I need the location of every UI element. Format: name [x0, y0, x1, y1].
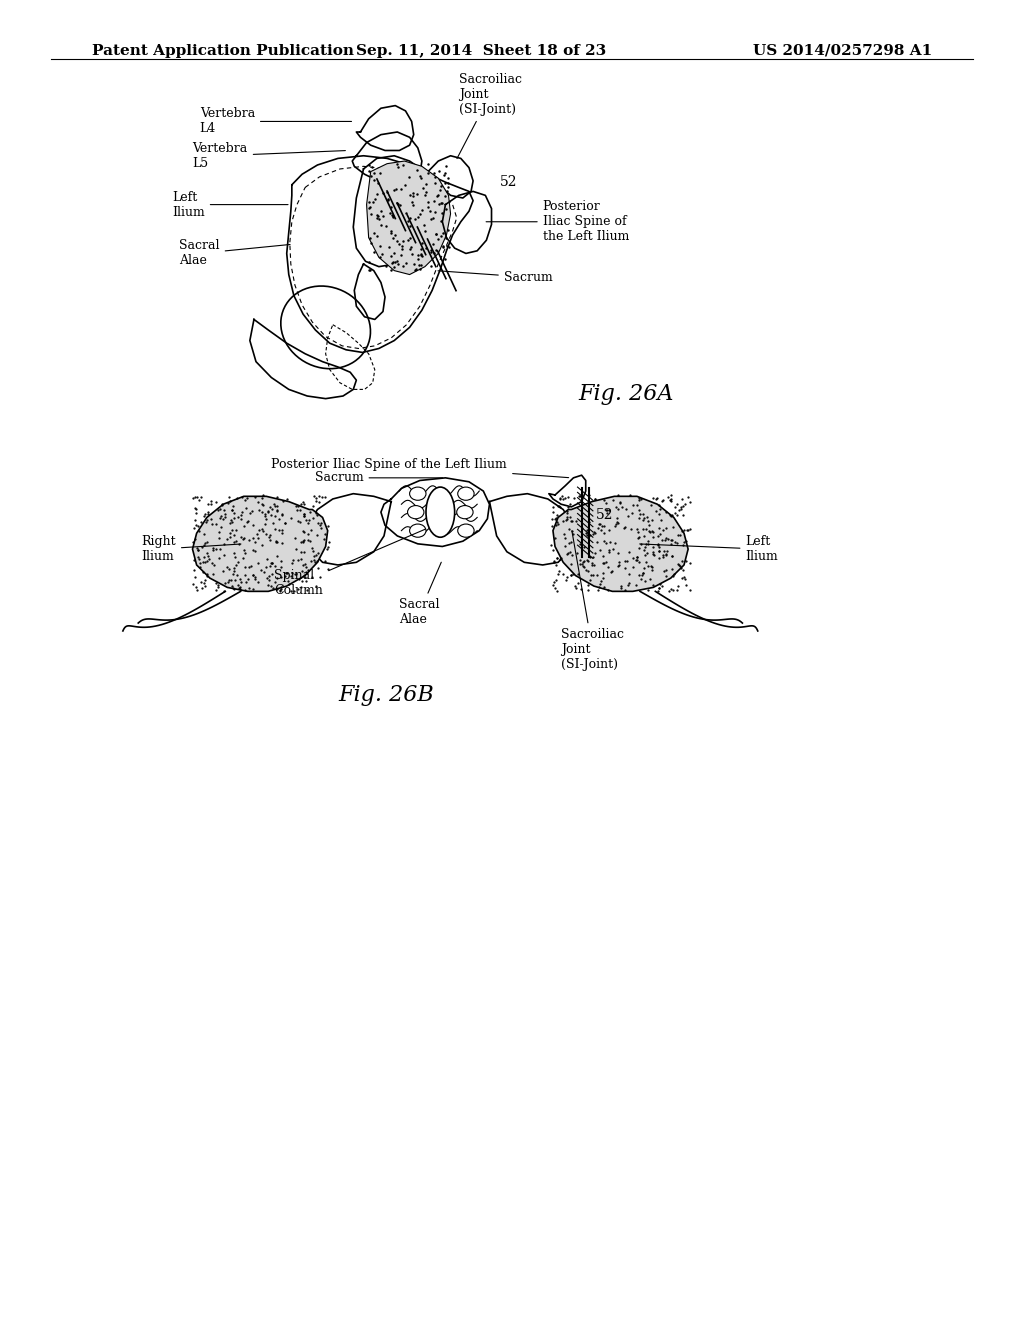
Text: Sep. 11, 2014  Sheet 18 of 23: Sep. 11, 2014 Sheet 18 of 23: [356, 44, 606, 58]
Text: Sacral
Alae: Sacral Alae: [179, 239, 290, 268]
Polygon shape: [193, 496, 328, 591]
Text: Patent Application Publication: Patent Application Publication: [92, 44, 354, 58]
Text: Sacral
Alae: Sacral Alae: [399, 562, 441, 627]
Text: Spinal
Column: Spinal Column: [274, 529, 426, 598]
Text: 52: 52: [596, 508, 613, 521]
Text: Sacroiliac
Joint
(SI-Joint): Sacroiliac Joint (SI-Joint): [561, 531, 625, 672]
Ellipse shape: [457, 506, 473, 519]
Text: Vertebra
L5: Vertebra L5: [193, 141, 345, 170]
Text: Posterior
Iliac Spine of
the Left Ilium: Posterior Iliac Spine of the Left Ilium: [486, 201, 629, 243]
Text: Left
Ilium: Left Ilium: [640, 535, 778, 564]
Ellipse shape: [408, 506, 424, 519]
Text: Sacrum: Sacrum: [314, 471, 442, 484]
Ellipse shape: [410, 524, 426, 537]
Text: Fig. 26A: Fig. 26A: [579, 383, 674, 405]
Text: Sacroiliac
Joint
(SI-Joint): Sacroiliac Joint (SI-Joint): [457, 73, 522, 158]
Text: 52: 52: [500, 176, 517, 189]
Text: Vertebra
L4: Vertebra L4: [200, 107, 351, 136]
Ellipse shape: [458, 487, 474, 500]
Polygon shape: [367, 161, 451, 275]
Text: Fig. 26B: Fig. 26B: [338, 684, 434, 706]
Text: Left
Ilium: Left Ilium: [172, 190, 288, 219]
Text: Posterior Iliac Spine of the Left Ilium: Posterior Iliac Spine of the Left Ilium: [271, 458, 568, 478]
Ellipse shape: [426, 487, 455, 537]
Text: US 2014/0257298 A1: US 2014/0257298 A1: [753, 44, 932, 58]
Text: Sacrum: Sacrum: [438, 271, 553, 284]
Polygon shape: [553, 496, 688, 591]
Ellipse shape: [410, 487, 426, 500]
Text: Right
Ilium: Right Ilium: [141, 535, 241, 564]
Ellipse shape: [458, 524, 474, 537]
